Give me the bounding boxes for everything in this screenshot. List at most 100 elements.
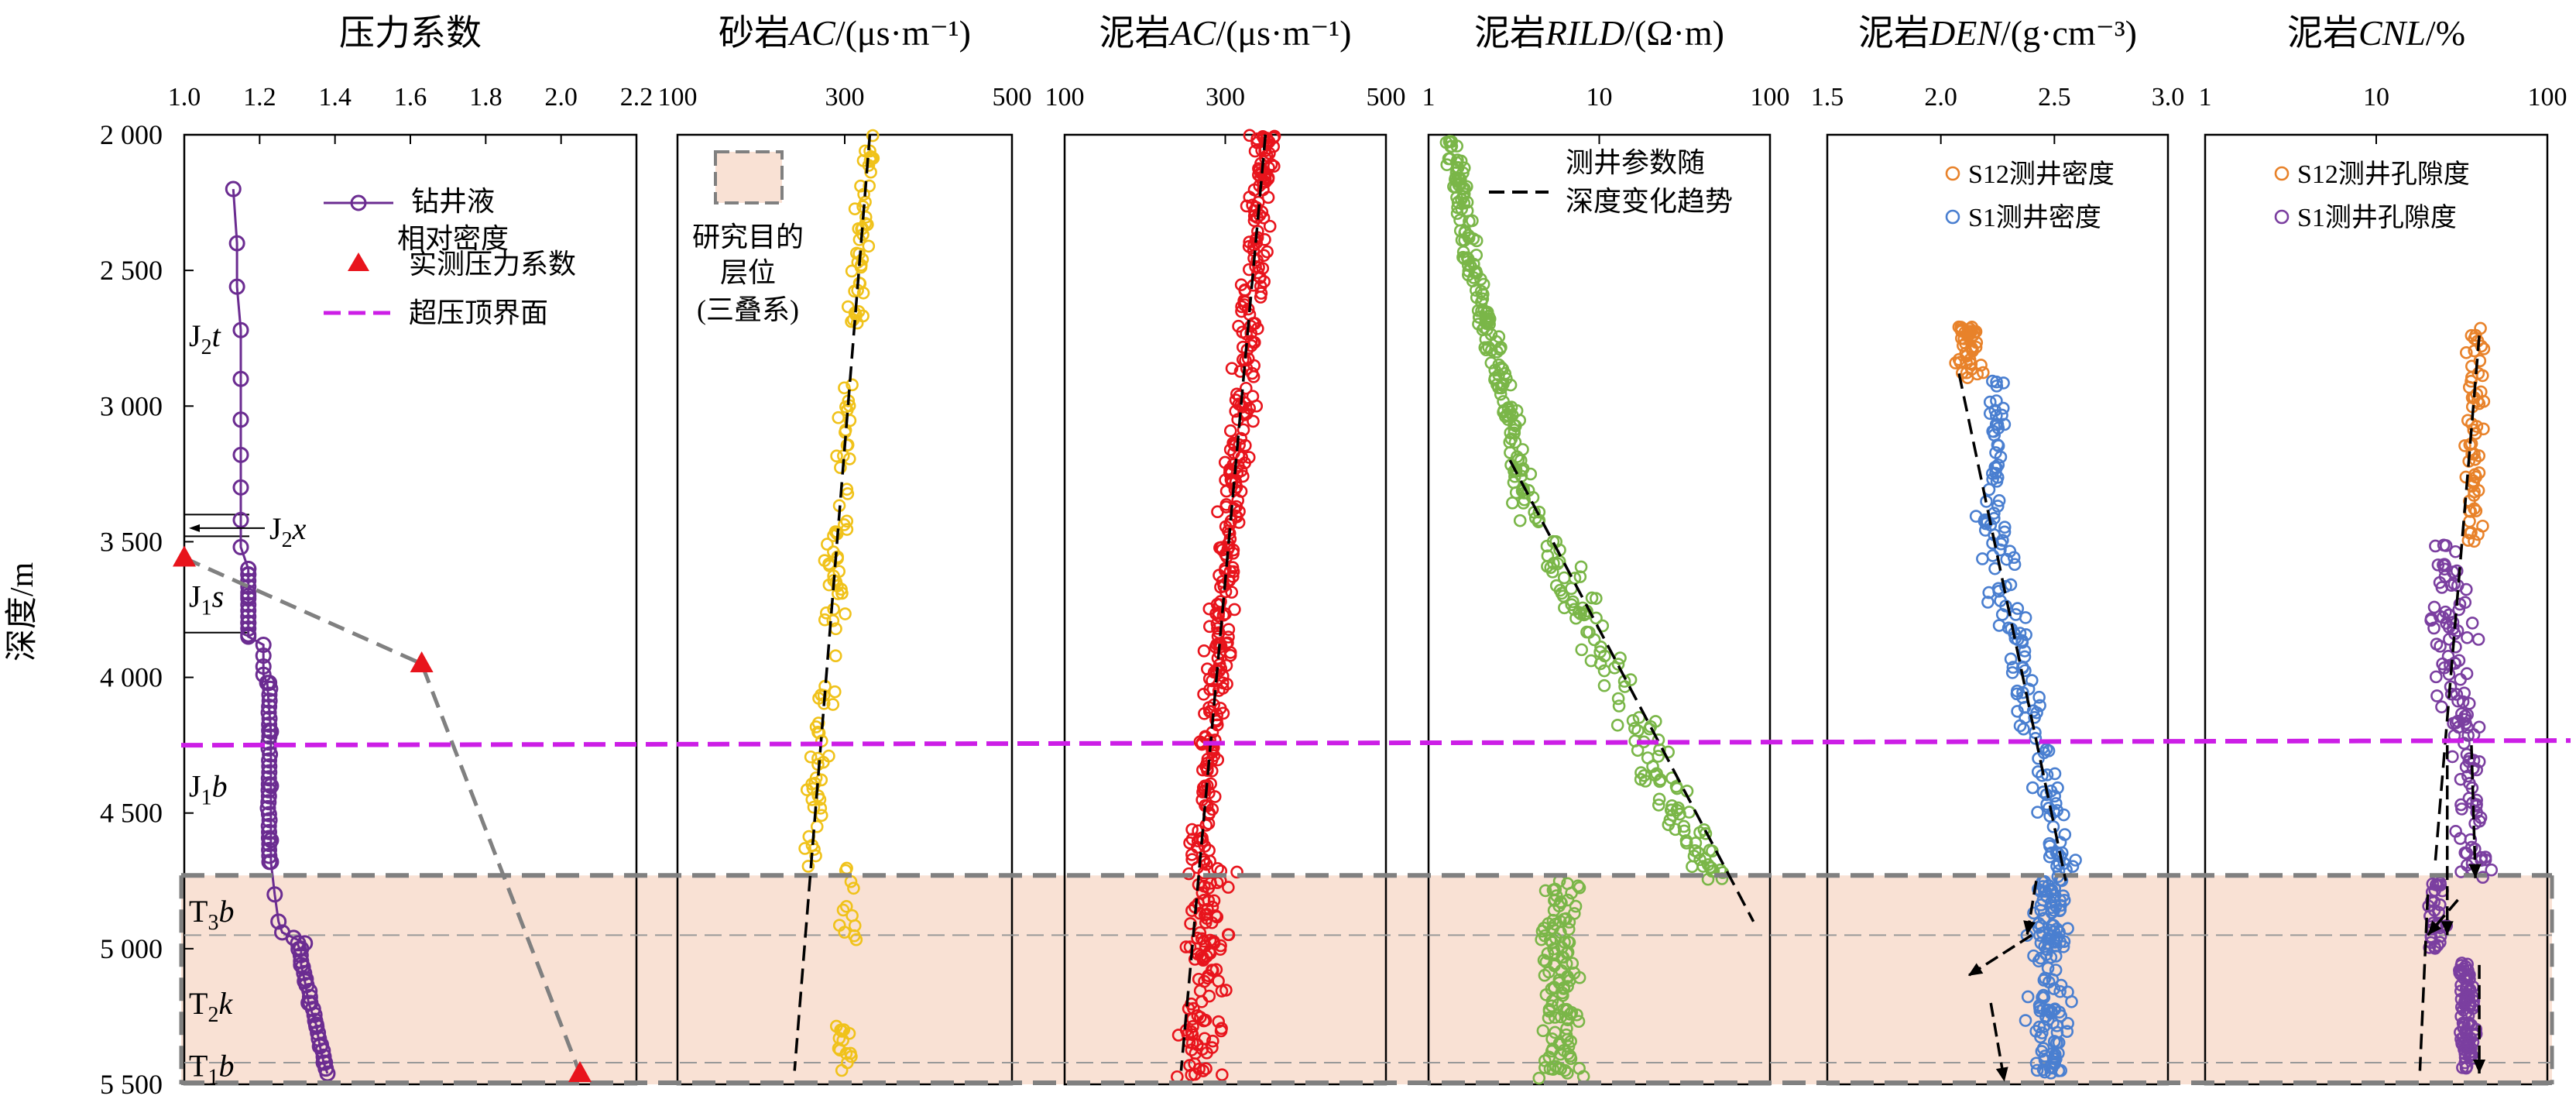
mud-ac-point (1185, 1028, 1199, 1042)
drilling-fluid-density-point (262, 680, 279, 697)
mud-ac-point (1195, 793, 1209, 806)
cnl-s1-point (2430, 637, 2444, 651)
x-tick-label-cnl: 1 (2199, 83, 2212, 112)
mud-ac-point (1199, 1062, 1213, 1076)
rild-point (1554, 926, 1567, 940)
legend-cnl-s12-label: S12测井孔隙度 (2297, 160, 2470, 189)
den-s1-point (1992, 494, 2006, 507)
legend-target-label-1: 研究目的 (692, 222, 804, 252)
mud-ac-point (1247, 209, 1261, 223)
den-trend-line (1957, 373, 2067, 881)
cnl-s12-point (2465, 374, 2478, 388)
stratum-suffix: t (212, 318, 221, 353)
panel-title-rild: 泥岩RILD/(Ω·m) (1474, 13, 1724, 53)
mud-ac-point (1185, 848, 1199, 861)
drilling-fluid-density-point (261, 692, 278, 709)
legend-target-label-3: (三叠系) (697, 294, 799, 325)
mud-ac-point (1240, 362, 1254, 376)
rild-point (1612, 699, 1626, 713)
den-s1-point (1986, 374, 1999, 388)
panel-mud_ac: 100 300 500 泥岩AC/(μs·m⁻¹) (1045, 13, 1406, 1086)
drilling-fluid-density-point (240, 590, 257, 607)
cnl-s1-point (2454, 978, 2468, 992)
sand-ac-point (832, 919, 846, 932)
den-s1-point (1992, 619, 2006, 632)
cnl-s1-point (2461, 1017, 2475, 1031)
mud-ac-point (1197, 934, 1211, 948)
mud-ac-point (1248, 144, 1262, 158)
drilling-fluid-density-point (301, 988, 318, 1005)
cnl-s1-point (2456, 695, 2470, 709)
sand-ac-point (854, 258, 868, 272)
sand-ac-point (850, 246, 863, 260)
mud-ac-point (1200, 1046, 1213, 1060)
den-s1-point (2021, 990, 2035, 1004)
rild-point (1444, 139, 1458, 153)
rild-point (1641, 751, 1655, 764)
panel-title-main: 砂岩 (719, 13, 790, 53)
sand-ac-point (840, 514, 854, 528)
stratum-main: J (189, 769, 201, 804)
panel-title-main: 压力系数 (339, 13, 482, 53)
drilling-fluid-density-point (261, 854, 278, 871)
drilling-fluid-density-point (261, 728, 278, 745)
x-tick-label-pressure: 1.2 (243, 83, 276, 112)
x-tick-label-cnl: 10 (2363, 83, 2389, 112)
x-tick-label-pressure: 1.4 (318, 83, 352, 112)
mud-ac-point (1243, 129, 1257, 143)
drilling-fluid-density-point (240, 620, 257, 637)
rild-point (1628, 722, 1641, 735)
mud-ac-point (1202, 894, 1216, 908)
drilling-fluid-density-point (232, 321, 249, 338)
drilling-fluid-density-point (225, 180, 242, 198)
cnl-s1-point (2467, 994, 2481, 1008)
sand-ac-point (810, 819, 824, 833)
depth-axis-label: 深度/m (5, 562, 40, 662)
rild-point (1474, 284, 1488, 298)
cnl-s12-point (2465, 328, 2478, 342)
mud-ac-point (1261, 245, 1274, 259)
cnl-s1-point (2430, 689, 2444, 702)
sand-ac-point (839, 899, 853, 913)
sand-ac-point (840, 523, 854, 536)
cnl-s1-point (2451, 694, 2465, 708)
den-s1-point (1976, 552, 1989, 565)
mud-ac-point (1183, 836, 1196, 850)
rild-point (1477, 277, 1490, 291)
rild-point (1561, 893, 1575, 907)
mud-ac-point (1222, 881, 1235, 894)
sand-ac-point (828, 685, 842, 699)
panel-title-italic: RILD (1545, 13, 1624, 53)
drilling-fluid-density-point (240, 579, 257, 596)
den-s1-point (1991, 417, 2005, 431)
mud-ac-point (1203, 933, 1217, 947)
stratum-sub: 1 (208, 1065, 218, 1089)
rild-point (1517, 496, 1530, 510)
mud-ac-point (1251, 322, 1264, 335)
x-tick-label-rild: 100 (1751, 83, 1790, 112)
den-s1-point (2025, 781, 2039, 795)
rild-point (1677, 819, 1691, 833)
measured-pressure-triangle (568, 1060, 592, 1082)
drilling-fluid-density-point (255, 648, 272, 665)
sand-ac-point (856, 286, 870, 300)
drilling-fluid-density-point (240, 596, 257, 613)
den-s1-point (2053, 984, 2067, 998)
panel-title-main: 泥岩 (1858, 13, 1929, 53)
drilling-fluid-density-point (261, 722, 278, 739)
drilling-fluid-density-point (240, 584, 257, 601)
drilling-fluid-density-point (310, 1024, 327, 1041)
rild-point (1575, 643, 1589, 657)
sand-ac-point (828, 649, 842, 663)
cnl-s1-point (2451, 714, 2465, 728)
mud-ac-point (1237, 406, 1250, 420)
cnl-s12-point (2472, 466, 2486, 479)
drilling-fluid-density-point (261, 812, 278, 829)
den-s1-point (2054, 1063, 2068, 1077)
drilling-fluid-density-point (261, 698, 278, 715)
panel-cnl: 1 10 100 泥岩CNL/% (2199, 13, 2567, 1086)
drilling-fluid-density-point (317, 1060, 334, 1077)
drilling-fluid-density-point (228, 235, 245, 252)
